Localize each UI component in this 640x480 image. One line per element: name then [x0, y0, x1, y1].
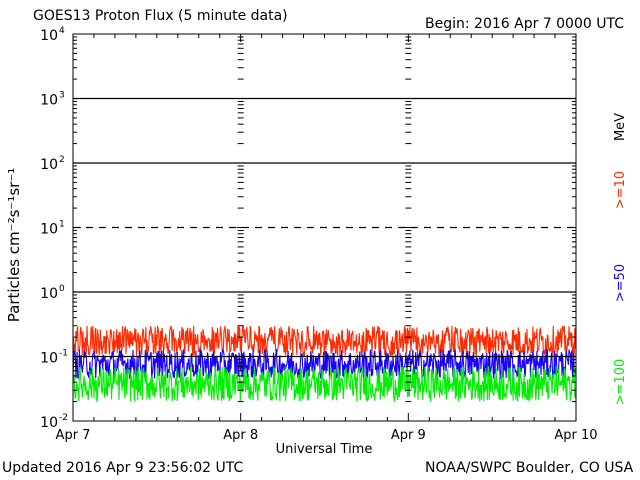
begin-time-label: Begin: 2016 Apr 7 0000 UTC: [425, 16, 624, 32]
legend-series-100: >=100: [613, 359, 628, 406]
y-tick-label: 10: [40, 222, 58, 238]
series-layer: [72, 324, 577, 403]
y-tick-label: 10: [40, 93, 58, 109]
y-tick-exponent: 2: [59, 155, 65, 165]
y-tick-label: 10: [40, 351, 58, 367]
y-tick-exponent: 0: [59, 284, 65, 294]
x-tick-label: Apr 10: [554, 428, 597, 443]
y-tick-label: 10: [40, 157, 58, 173]
x-tick-label: Apr 8: [223, 428, 258, 443]
series-line: [72, 324, 577, 358]
y-tick-label: 10: [40, 28, 58, 44]
credit-label: NOAA/SWPC Boulder, CO USA: [425, 460, 634, 476]
series-line: [72, 365, 577, 403]
y-tick-exponent: -1: [59, 349, 68, 359]
x-tick-label: Apr 9: [391, 428, 426, 443]
y-tick-label: 10: [40, 415, 58, 431]
legend-unit: MeV: [613, 113, 628, 141]
x-tick-label: Apr 7: [56, 428, 91, 443]
y-tick-exponent: -2: [59, 413, 68, 423]
y-axis-label: Particles cm⁻²s⁻¹sr⁻¹: [5, 168, 23, 322]
series-line: [72, 347, 577, 381]
threshold-lines: [73, 97, 576, 358]
plot-frame: [72, 33, 577, 422]
legend-series-10: >=10: [613, 171, 628, 209]
x-axis-label: Universal Time: [276, 442, 373, 457]
y-tick-label: 10: [40, 286, 58, 302]
y-tick-exponent: 4: [59, 26, 65, 36]
y-tick-exponent: 3: [59, 91, 65, 101]
chart-title: GOES13 Proton Flux (5 minute data): [33, 8, 288, 24]
updated-timestamp: Updated 2016 Apr 9 23:56:02 UTC: [2, 460, 244, 476]
y-tick-exponent: 1: [59, 220, 65, 230]
legend-series-50: >=50: [613, 264, 628, 302]
